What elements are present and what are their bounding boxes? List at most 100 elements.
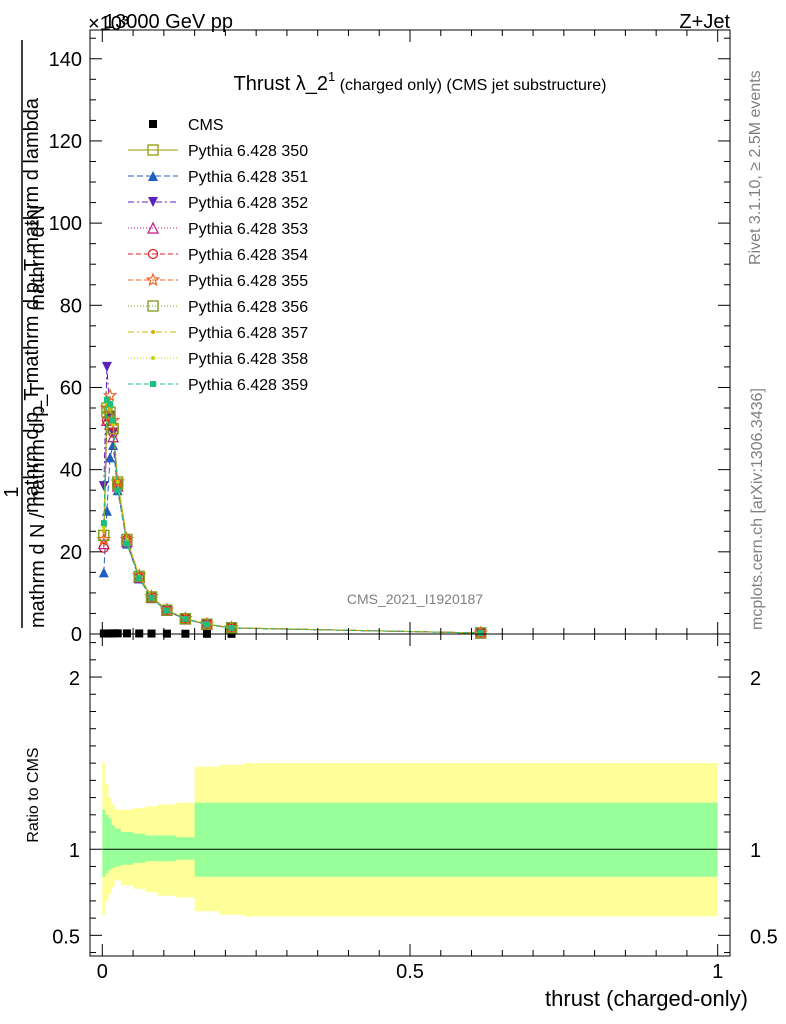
y-tick-label: 40	[60, 460, 82, 482]
data-point-pythia-6-428-354	[98, 542, 109, 553]
ratio-y-tick-label-right: 1	[750, 840, 761, 862]
y-tick-label: 100	[49, 213, 82, 235]
legend-marker	[147, 221, 159, 234]
data-point-cms	[113, 629, 122, 638]
legend-item-pythia-6-428-356: Pythia 6.428 356	[128, 299, 308, 316]
data-point-pythia-6-428-356	[201, 618, 213, 630]
legend-marker	[147, 300, 159, 312]
main-plot: CMS_2021_I1920187 Thrust λ_21 (charged o…	[49, 29, 731, 646]
data-point-pythia-6-428-355	[102, 388, 118, 402]
legend-item-cms: CMS	[149, 117, 224, 134]
legend-label: Pythia 6.428 350	[188, 143, 308, 160]
data-point-pythia-6-428-356	[133, 570, 145, 583]
data-point-cms	[122, 629, 131, 638]
x-tick-label: 1	[712, 961, 723, 983]
legend-label: Pythia 6.428 352	[188, 195, 308, 212]
legend-item-pythia-6-428-353: Pythia 6.428 353	[128, 221, 308, 238]
plot-title-sup: 1	[328, 69, 335, 84]
ylabel-frac-one: 1	[1, 486, 23, 497]
y-tick-label: 120	[49, 131, 82, 153]
data-point-pythia-6-428-356	[161, 604, 173, 616]
data-point-pythia-6-428-358	[115, 479, 120, 484]
main-frame	[89, 29, 731, 635]
legend-label: Pythia 6.428 353	[188, 221, 308, 238]
legend-label: Pythia 6.428 359	[188, 377, 308, 394]
legend-label: Pythia 6.428 351	[188, 169, 308, 186]
data-point-pythia-6-428-359	[107, 400, 113, 407]
data-point-pythia-6-428-358	[111, 422, 116, 427]
data-point-pythia-6-428-359	[123, 540, 130, 547]
data-point-pythia-6-428-359	[182, 616, 189, 623]
legend-marker	[148, 171, 158, 181]
data-point-pythia-6-428-359	[136, 575, 143, 582]
plot-title-rest: (charged only) (CMS jet substructure)	[335, 77, 606, 94]
data-point-pythia-6-428-359	[477, 629, 484, 636]
data-point-pythia-6-428-352	[101, 361, 112, 372]
legend-marker	[150, 381, 156, 387]
data-point-pythia-6-428-356	[145, 591, 158, 603]
legend-marker	[147, 248, 159, 260]
main-ylabel: mathrm d²N mathrm d p_T mathrm d p_T mat…	[1, 40, 49, 628]
legend-item-pythia-6-428-355: Pythia 6.428 355	[128, 272, 308, 290]
legend-label: Pythia 6.428 358	[188, 351, 308, 368]
data-point-pythia-6-428-359	[203, 621, 210, 628]
data-point-pythia-6-428-359	[110, 417, 117, 424]
mcplots-label: mcplots.cern.ch [arXiv:1306.3436]	[749, 388, 766, 630]
data-point-pythia-6-428-351	[101, 505, 112, 516]
data-point-pythia-6-428-358	[101, 525, 106, 530]
plot-title-main: Thrust λ_2	[234, 73, 328, 95]
ratio-axes: 0.5 0.5 1 1 2 2 0 0.5 1	[52, 634, 778, 983]
legend-item-pythia-6-428-359: Pythia 6.428 359	[128, 377, 308, 394]
data-point-pythia-6-428-359	[148, 594, 155, 601]
data-point-pythia-6-428-359	[103, 396, 110, 403]
legend-marker	[148, 197, 158, 207]
data-point-cms	[109, 629, 118, 638]
ratio-y-tick-label: 2	[69, 668, 80, 690]
ratio-y-tick-label: 1	[69, 840, 80, 862]
data-point-pythia-6-428-359	[114, 487, 121, 494]
legend-marker	[145, 272, 161, 287]
ratio-plot: 0.5 0.5 1 1 2 2 0 0.5 1	[52, 633, 778, 983]
ylabel-denominator: mathrm d p_T mathrm d p_T mathrm d lambd…	[21, 97, 43, 513]
legend-item-pythia-6-428-352: Pythia 6.428 352	[128, 195, 308, 212]
legend-label: Pythia 6.428 356	[188, 299, 308, 316]
ratio-y-tick-label-right: 0.5	[750, 926, 778, 948]
x-tick-label: 0.5	[396, 961, 424, 983]
x-axis-label: thrust (charged-only)	[545, 986, 748, 1011]
series-line-pythia-6-428-355	[103, 395, 481, 634]
data-point-pythia-6-428-351	[98, 567, 109, 578]
y-tick-label: 0	[71, 624, 82, 646]
ratio-y-tick-label: 0.5	[52, 926, 80, 948]
ylabel-denominator-2: mathrm d N / mathrm d p_T	[27, 382, 49, 628]
legend-marker	[149, 120, 157, 128]
legend-item-pythia-6-428-358: Pythia 6.428 358	[128, 351, 308, 368]
legend-item-pythia-6-428-350: Pythia 6.428 350	[128, 143, 308, 160]
data-point-pythia-6-428-359	[163, 607, 170, 614]
legend-label: Pythia 6.428 355	[188, 273, 308, 290]
legend-label: Pythia 6.428 354	[188, 247, 308, 264]
main-axes: 0 20 40 60 80 100 120 140	[49, 30, 730, 646]
data-point-pythia-6-428-359	[100, 520, 107, 527]
legend-marker	[151, 356, 155, 360]
data-point-pythia-6-428-351	[105, 452, 115, 463]
data-point-cms	[135, 629, 144, 638]
ratio-ylabel: Ratio to CMS	[25, 747, 42, 842]
ratio-y-tick-label-right: 2	[750, 668, 761, 690]
y-tick-label: 60	[60, 377, 82, 399]
data-point-pythia-6-428-359	[228, 624, 235, 631]
legend-item-pythia-6-428-351: Pythia 6.428 351	[128, 169, 308, 186]
data-point-pythia-6-428-357	[101, 529, 106, 534]
watermark-label: CMS_2021_I1920187	[347, 591, 483, 607]
y-tick-label: 80	[60, 295, 82, 317]
data-point-pythia-6-428-352	[98, 481, 109, 492]
legend-marker	[147, 144, 159, 156]
uncertainty-band-inner	[102, 802, 718, 877]
legend-label: Pythia 6.428 357	[188, 325, 308, 342]
rivet-label: Rivet 3.1.10, ≥ 2.5M events	[747, 70, 764, 265]
legend: CMS Pythia 6.428 350 Pythia 6.428 351 Pythi…	[128, 117, 308, 394]
legend-item-pythia-6-428-357: Pythia 6.428 357	[128, 325, 308, 342]
x-tick-label: 0	[97, 961, 108, 983]
y-tick-label: 140	[49, 49, 82, 71]
ylabel-numerator: mathrm d²N	[27, 205, 49, 311]
